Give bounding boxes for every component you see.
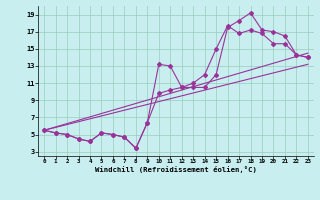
X-axis label: Windchill (Refroidissement éolien,°C): Windchill (Refroidissement éolien,°C) (95, 166, 257, 173)
